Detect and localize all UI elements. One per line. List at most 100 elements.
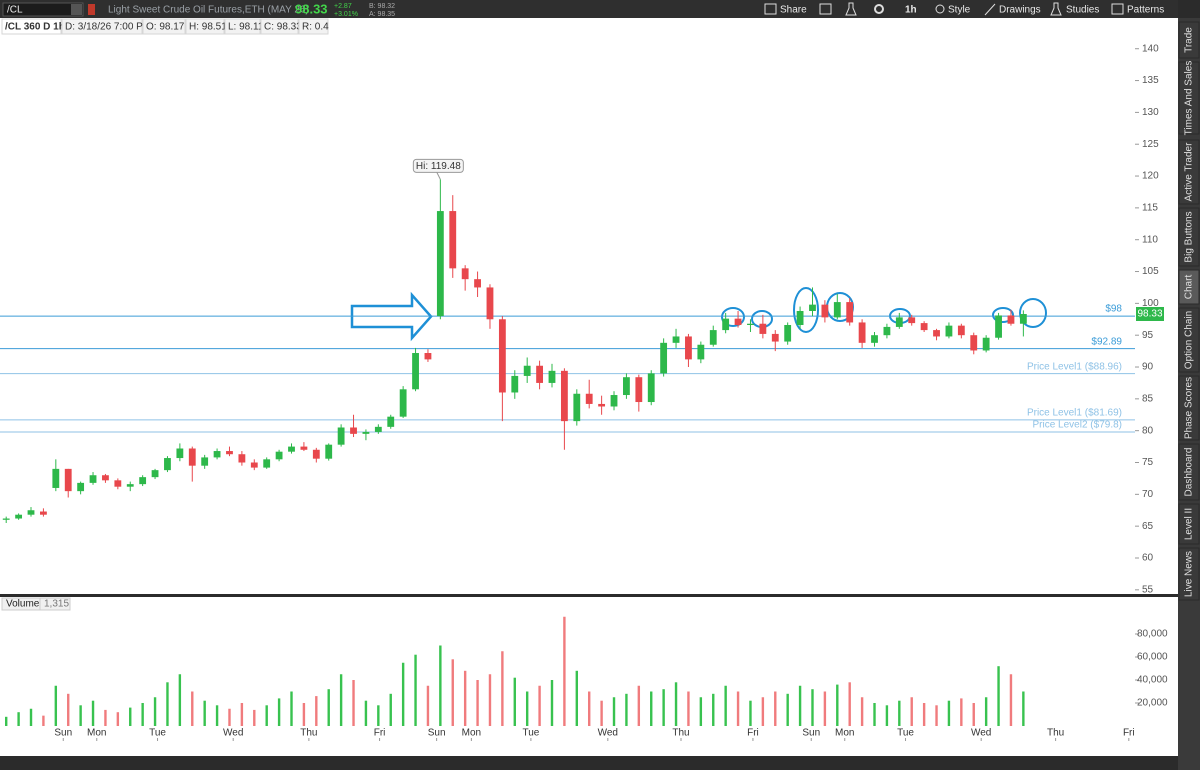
sidebar-tab-label[interactable]: Chart <box>1184 275 1195 300</box>
candle-body <box>685 336 692 360</box>
price-panel <box>0 36 1135 594</box>
sidebar-tab-label[interactable]: Dashboard <box>1184 448 1195 497</box>
candle-body <box>734 318 742 326</box>
sidebar-tab[interactable] <box>1178 443 1200 501</box>
candle-body <box>548 370 556 383</box>
y-tick-label: 130 <box>1142 107 1159 118</box>
candle-body <box>399 389 407 417</box>
x-tick-label: Fri <box>1123 728 1135 739</box>
price-level-label: Price Level1 ($81.69) <box>1027 408 1122 419</box>
net-change: +2.87 <box>334 3 352 10</box>
candle-body <box>821 304 829 318</box>
price-level-label: Price Level2 ($79.8) <box>1033 420 1123 431</box>
volume-bar <box>401 662 405 726</box>
candle-body <box>52 468 60 488</box>
volume-bar <box>699 697 703 726</box>
sidebar-tab-label[interactable]: Big Buttons <box>1184 211 1195 262</box>
sidebar-tab[interactable] <box>1178 503 1200 545</box>
candle-body <box>263 459 271 468</box>
sidebar-tab[interactable] <box>1178 21 1200 59</box>
sidebar-tab-label[interactable]: Live News <box>1184 551 1195 597</box>
volume-bar <box>761 697 765 726</box>
info-text: R: 0.4 <box>302 22 329 33</box>
sidebar-tab[interactable] <box>1178 547 1200 601</box>
toolbar-button[interactable]: Style <box>948 5 971 16</box>
volume-bar <box>339 674 343 726</box>
volume-bar <box>377 705 380 726</box>
sidebar-tab-label[interactable]: Active Trader <box>1184 142 1195 202</box>
info-text: H: 98.51 <box>189 22 227 33</box>
toolbar-button[interactable]: Drawings <box>999 5 1041 16</box>
sidebar-tab-label[interactable]: Times And Sales <box>1184 61 1195 136</box>
volume-bar <box>724 685 727 726</box>
candle-body <box>102 475 109 481</box>
sidebar-tab-label[interactable]: Option Chain <box>1184 311 1195 369</box>
toolbar-button[interactable]: 1h <box>905 5 917 16</box>
candle-body <box>114 480 122 487</box>
sidebar-tab[interactable] <box>1178 207 1200 267</box>
time-axis <box>0 738 1178 756</box>
volume-bar <box>476 680 479 726</box>
symbol-box[interactable] <box>2 2 84 17</box>
sidebar-tab-label[interactable]: Level II <box>1184 508 1195 540</box>
sidebar-tab-label[interactable]: Trade <box>1184 27 1195 53</box>
candle-body <box>697 344 705 360</box>
volume-bar <box>786 693 789 726</box>
info-text: C: 98.33 <box>264 22 302 33</box>
sidebar-tab[interactable] <box>1178 307 1200 373</box>
volume-bar <box>873 703 876 726</box>
candle-body <box>833 302 841 318</box>
info-text: D: 3/18/26 7:00 PM <box>65 22 151 33</box>
symbol-dropdown[interactable] <box>71 4 82 15</box>
volume-bar <box>42 715 45 726</box>
y-tick-label: 20,000 <box>1137 698 1168 709</box>
candle-body <box>27 510 35 515</box>
volume-bar <box>538 685 541 726</box>
volume-bar <box>166 682 169 726</box>
volume-bar <box>836 684 839 726</box>
y-tick-label: 80,000 <box>1137 629 1168 640</box>
y-tick-label: 85 <box>1142 393 1154 404</box>
y-tick-label: 55 <box>1142 584 1154 595</box>
candle-body <box>623 377 630 396</box>
sidebar-tab-label[interactable]: Phase Scores <box>1184 377 1195 439</box>
volume-bar <box>240 703 244 726</box>
volume-bar <box>960 698 963 726</box>
candle-body <box>585 393 593 404</box>
sidebar-tab[interactable] <box>1178 61 1200 135</box>
lab-icon[interactable] <box>845 2 857 16</box>
volume-bar <box>265 705 268 726</box>
sidebar-tab[interactable] <box>1178 375 1200 441</box>
settings-icon[interactable] <box>874 4 884 14</box>
candle-body <box>858 322 866 343</box>
sidebar-tab[interactable] <box>1178 269 1200 305</box>
drawings-icon[interactable] <box>984 3 996 16</box>
x-tick-label: Fri <box>747 728 759 739</box>
annotation-label: Hi: 119.48 <box>416 161 461 172</box>
price-level-label: $92.89 <box>1091 336 1122 347</box>
toolbar-button[interactable]: Patterns <box>1127 5 1164 16</box>
volume-bar <box>637 685 641 726</box>
symbol[interactable]: /CL <box>7 5 23 16</box>
candle-body <box>40 511 47 515</box>
sidebar-tab[interactable] <box>1178 139 1200 205</box>
style-icon[interactable] <box>935 4 945 14</box>
toolbar-button[interactable]: Studies <box>1066 5 1099 16</box>
volume-bar <box>898 700 901 726</box>
studies-icon[interactable] <box>1050 2 1062 16</box>
ellipse <box>992 307 1014 323</box>
candle-body <box>176 448 184 459</box>
candle-body <box>560 370 568 422</box>
layout-icon[interactable] <box>819 3 832 15</box>
volume-panel <box>0 597 1135 738</box>
volume-bar <box>662 689 665 726</box>
toolbar-button[interactable]: Share <box>780 5 807 16</box>
volume-bar <box>712 693 715 726</box>
symbol-flag <box>88 4 95 15</box>
patterns-icon[interactable] <box>1111 3 1124 15</box>
x-tick-label: Thu <box>1047 728 1064 739</box>
share-icon[interactable] <box>764 3 777 15</box>
volume-bar <box>501 651 504 726</box>
candle-body <box>995 315 1002 338</box>
info-cell <box>185 18 225 35</box>
